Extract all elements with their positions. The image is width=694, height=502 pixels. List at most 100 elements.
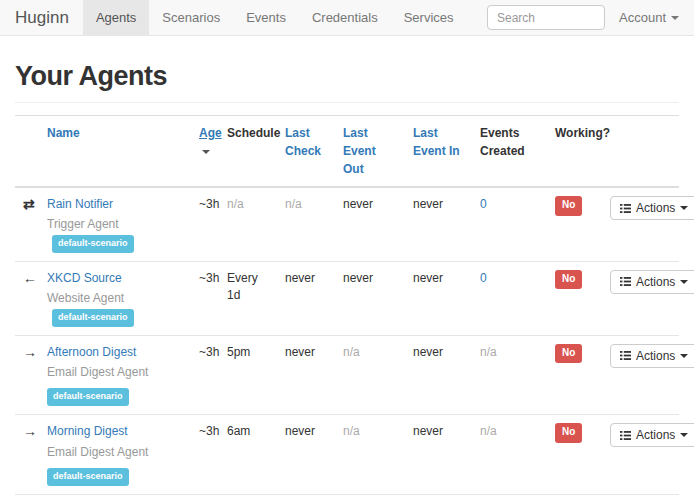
caret-down-icon (680, 206, 688, 210)
agent-name-link[interactable]: Morning Digest (47, 424, 128, 438)
last-check-cell: n/a (285, 197, 302, 211)
actions-button[interactable]: Actions (610, 270, 694, 294)
transfer-icon: ⇄ (23, 196, 35, 212)
agents-table: Name Age Schedule Last Check Last Event … (15, 115, 679, 502)
agent-type-label: Trigger Agent (47, 217, 119, 231)
caret-down-icon (671, 16, 679, 20)
list-icon (620, 430, 631, 441)
table-row: ⇄ Rain Notifier Trigger Agent default-scena… (15, 187, 679, 261)
col-last-event-in: Last Event In (405, 116, 472, 188)
last-event-out-cell: never (343, 271, 373, 285)
actions-label: Actions (636, 275, 675, 289)
last-event-in-cell: never (413, 424, 443, 438)
list-icon (620, 350, 631, 361)
last-check-cell: never (285, 345, 315, 359)
actions-label: Actions (636, 349, 675, 363)
account-label: Account (619, 10, 666, 25)
working-badge: No (555, 423, 582, 443)
schedule-cell: 6am (227, 424, 250, 438)
schedule-cell: Every 1d (227, 271, 258, 302)
working-badge: No (555, 344, 582, 364)
schedule-cell: 5pm (227, 345, 250, 359)
scenario-badge[interactable]: default-scenario (47, 468, 129, 486)
events-created-cell: n/a (480, 345, 497, 359)
working-badge: No (555, 270, 582, 290)
agent-type-label: Website Agent (47, 291, 124, 305)
nav-item-credentials[interactable]: Credentials (299, 0, 391, 35)
navbar: Huginn Agents Scenarios Events Credentia… (0, 0, 694, 36)
page-title: Your Agents (15, 61, 679, 92)
list-icon (620, 203, 631, 214)
actions-button[interactable]: Actions (610, 196, 694, 220)
col-name: Name (39, 116, 191, 188)
agents-table-body: ⇄ Rain Notifier Trigger Agent default-scena… (15, 187, 679, 502)
scenario-badge[interactable]: default-scenario (52, 235, 134, 253)
navbar-right: Account (487, 0, 679, 35)
last-event-in-cell: never (413, 271, 443, 285)
actions-button[interactable]: Actions (610, 344, 694, 368)
age-cell: ~3h (199, 345, 219, 359)
caret-down-icon (680, 280, 688, 284)
table-row: → Morning Digest Email Digest Agent default… (15, 415, 679, 495)
actions-button[interactable]: Actions (610, 423, 694, 447)
col-age: Age (191, 116, 219, 188)
caret-down-icon (680, 433, 688, 437)
scenario-badge[interactable]: default-scenario (47, 388, 129, 406)
col-working: Working? (547, 116, 602, 188)
sort-by-last-event-in-link[interactable]: Last Event In (413, 126, 460, 158)
col-schedule: Schedule (219, 116, 277, 188)
last-check-cell: never (285, 271, 315, 285)
caret-down-icon (680, 354, 688, 358)
search-input[interactable] (487, 5, 605, 30)
agent-type-label: Email Digest Agent (47, 445, 148, 459)
last-event-out-cell: never (343, 197, 373, 211)
nav-item-agents[interactable]: Agents (83, 0, 149, 35)
last-event-out-cell: n/a (343, 345, 360, 359)
col-last-event-out: Last Event Out (335, 116, 405, 188)
last-event-in-cell: never (413, 345, 443, 359)
age-cell: ~3h (199, 271, 219, 285)
col-icon (15, 116, 39, 188)
brand-logo[interactable]: Huginn (15, 0, 69, 35)
sort-by-age-link[interactable]: Age (199, 126, 222, 140)
table-row: → Afternoon Digest Email Digest Agent defau… (15, 335, 679, 415)
last-check-cell: never (285, 424, 315, 438)
agent-type-label: Email Digest Agent (47, 365, 148, 379)
agent-name-link[interactable]: XKCD Source (47, 271, 122, 285)
arrow-left-icon: ← (23, 270, 37, 286)
events-created-cell[interactable]: 0 (480, 197, 487, 211)
last-event-in-cell: never (413, 197, 443, 211)
age-cell: ~3h (199, 197, 219, 211)
sort-by-last-check-link[interactable]: Last Check (285, 126, 321, 158)
schedule-cell: n/a (227, 197, 244, 211)
sort-by-name-link[interactable]: Name (47, 126, 80, 140)
events-created-cell: n/a (480, 424, 497, 438)
age-cell: ~3h (199, 424, 219, 438)
table-row: ← XKCD Source Website Agent default-scenari… (15, 261, 679, 335)
last-event-out-cell: n/a (343, 424, 360, 438)
scenario-badge[interactable]: default-scenario (52, 309, 134, 327)
main-content: Your Agents Name Age Schedule Last Check (0, 61, 694, 502)
agent-name-link[interactable]: Rain Notifier (47, 197, 113, 211)
title-divider (15, 102, 679, 103)
sort-by-last-event-out-link[interactable]: Last Event Out (343, 126, 376, 176)
nav-item-scenarios[interactable]: Scenarios (149, 0, 233, 35)
events-created-cell[interactable]: 0 (480, 271, 487, 285)
arrow-right-icon: → (23, 344, 37, 360)
actions-label: Actions (636, 201, 675, 215)
nav-item-services[interactable]: Services (391, 0, 467, 35)
agent-name-link[interactable]: Afternoon Digest (47, 345, 136, 359)
sort-caret-icon (202, 150, 210, 154)
working-badge: No (555, 196, 582, 216)
main-nav: Agents Scenarios Events Credentials Serv… (83, 0, 467, 35)
nav-item-events[interactable]: Events (233, 0, 299, 35)
col-last-check: Last Check (277, 116, 335, 188)
list-icon (620, 276, 631, 287)
col-actions (602, 116, 679, 188)
actions-label: Actions (636, 428, 675, 442)
table-row: ←SF Weather AgentWeather Agentdefault-sc… (15, 495, 679, 502)
col-events-created: Events Created (472, 116, 547, 188)
account-menu[interactable]: Account (619, 10, 679, 25)
arrow-right-icon: → (23, 423, 37, 439)
table-header-row: Name Age Schedule Last Check Last Event … (15, 116, 679, 188)
